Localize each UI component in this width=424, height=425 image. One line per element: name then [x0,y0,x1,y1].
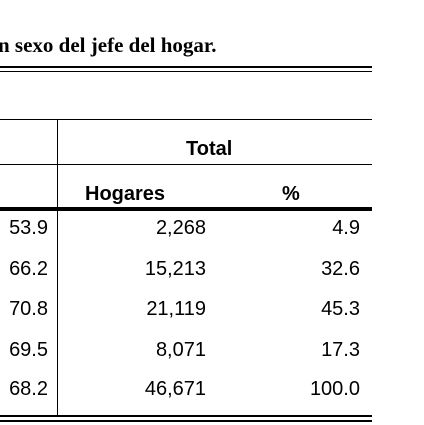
column-header-hogares: Hogares [85,183,166,205]
left-column-value: 53.9 [9,217,48,239]
hogares-value: 46,671 [144,378,206,400]
column-header-percent: % [282,183,300,205]
header-top-rule [0,119,372,120]
left-column-value: 66.2 [9,258,48,280]
hogares-value: 8,071 [155,339,206,361]
hogares-value: 2,268 [155,217,206,239]
title-rule-bottom [0,71,372,72]
percent-value: 32.6 [321,258,360,280]
hogares-value: 15,213 [144,258,206,280]
column-divider [57,119,58,417]
table-title: n sexo del jefe del hogar. [0,33,217,57]
percent-value: 17.3 [321,339,360,361]
percent-value: 100.0 [309,378,360,400]
percent-value: 45.3 [321,298,360,320]
title-rule-top [0,66,372,68]
left-column-value: 68.2 [9,378,48,400]
left-column-value: 69.5 [9,339,48,361]
header-bottom-thick-rule [0,207,372,211]
group-header-total: Total [186,138,233,160]
hogares-value: 21,119 [146,298,206,320]
percent-value: 4.9 [332,217,360,239]
group-header-rule [0,164,372,165]
table-bottom-rule-bottom [0,420,372,422]
left-column-value: 70.8 [9,298,48,320]
table-bottom-rule-top [0,415,372,417]
